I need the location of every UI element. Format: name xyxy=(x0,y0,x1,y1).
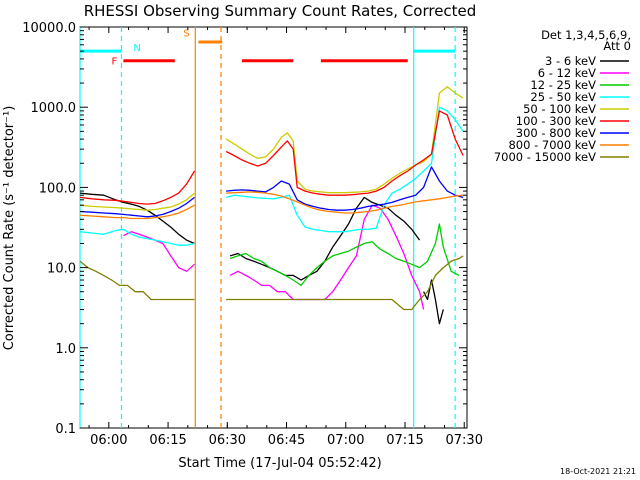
plot-frame xyxy=(79,26,468,429)
series-25-50-kev-segment-1 xyxy=(225,106,464,233)
y-axis-label: Corrected Count Rate (s⁻¹ detector⁻¹) xyxy=(2,106,17,351)
series-300-800-kev-segment-0 xyxy=(79,196,195,218)
state-bars xyxy=(80,40,456,63)
series-lines xyxy=(79,86,464,325)
legend-label-25-50-kev: 25 - 50 keV xyxy=(530,90,596,104)
series-7000-15000-kev-segment-0 xyxy=(79,260,195,301)
y-tick-label-1: 1.0 xyxy=(55,342,76,357)
series-50-100-kev-segment-1 xyxy=(225,86,464,194)
y-tick-label-3: 100.0 xyxy=(39,181,76,196)
series-12-25-kev-segment-0 xyxy=(229,223,460,287)
generation-timestamp: 18-Oct-2021 21:21 xyxy=(560,467,636,476)
series-3-6-kev-segment-1 xyxy=(229,196,421,281)
x-axis-ticks: 06:00 06:15 06:30 06:45 07:00 07:15 07:30 xyxy=(88,27,483,448)
series-50-100-kev xyxy=(79,86,464,211)
series-100-300-kev-segment-1 xyxy=(225,110,464,196)
legend-label-7000-15000-kev: 7000 - 15000 keV xyxy=(494,150,596,164)
y-tick-label-5: 10000.0 xyxy=(22,21,76,36)
x-tick-label-1: 06:15 xyxy=(149,433,186,448)
series-100-300-kev xyxy=(79,110,464,205)
series-3-6-kev-segment-0 xyxy=(79,192,195,245)
series-12-25-kev xyxy=(229,223,460,287)
series-6-12-kev-segment-0 xyxy=(123,231,195,272)
series-300-800-kev-segment-1 xyxy=(226,166,464,211)
y-tick-label-4: 1000.0 xyxy=(31,101,77,116)
x-tick-label-5: 07:15 xyxy=(386,433,423,448)
series-100-300-kev-segment-0 xyxy=(79,170,196,205)
annotation-f: F xyxy=(112,57,118,68)
series-300-800-kev xyxy=(79,166,464,218)
series-6-12-kev-segment-1 xyxy=(229,204,425,310)
series-6-12-kev xyxy=(123,204,425,310)
chart-title: RHESSI Observing Summary Count Rates, Co… xyxy=(84,2,477,20)
series-800-7000-kev-segment-0 xyxy=(79,204,195,220)
series-50-100-kev-segment-0 xyxy=(79,192,195,211)
legend-header-1: Att 0 xyxy=(603,39,631,53)
series-3-6-kev xyxy=(79,192,444,325)
annotation-n: N xyxy=(133,43,140,54)
series-7000-15000-kev xyxy=(79,255,464,311)
series-25-50-kev xyxy=(79,106,464,246)
x-tick-label-2: 06:30 xyxy=(209,433,246,448)
series-25-50-kev-segment-0 xyxy=(79,228,195,246)
legend-label-50-100-kev: 50 - 100 keV xyxy=(523,102,596,116)
legend-label-300-800-kev: 300 - 800 keV xyxy=(516,126,596,140)
legend-header-0: Det 1,3,4,5,6,9, xyxy=(541,28,631,42)
series-800-7000-kev xyxy=(79,191,464,220)
legend-label-12-25-kev: 12 - 25 keV xyxy=(530,78,596,92)
series-3-6-kev-segment-2 xyxy=(423,279,444,325)
legend-label-800-7000-kev: 800 - 7000 keV xyxy=(508,138,596,152)
legend-label-3-6-kev: 3 - 6 keV xyxy=(545,54,596,68)
annotation-s: S xyxy=(183,29,189,40)
x-tick-label-6: 07:30 xyxy=(446,433,483,448)
legend-label-6-12-kev: 6 - 12 keV xyxy=(538,66,596,80)
y-axis-ticks: 0.1 1.0 10.0 100.0 1000.0 10000.0 xyxy=(22,21,467,437)
series-7000-15000-kev-segment-1 xyxy=(226,255,464,311)
y-tick-label-0: 0.1 xyxy=(55,422,76,437)
x-axis-label: Start Time (17-Jul-04 05:52:42) xyxy=(178,456,381,471)
state-annotations: N F S xyxy=(112,29,190,68)
x-tick-label-4: 07:00 xyxy=(327,433,364,448)
x-tick-label-3: 06:45 xyxy=(268,433,305,448)
y-tick-label-2: 10.0 xyxy=(47,262,76,277)
vertical-markers xyxy=(79,27,456,428)
x-tick-label-0: 06:00 xyxy=(90,433,127,448)
series-800-7000-kev-segment-1 xyxy=(226,191,464,214)
legend-label-100-300-kev: 100 - 300 keV xyxy=(516,114,596,128)
